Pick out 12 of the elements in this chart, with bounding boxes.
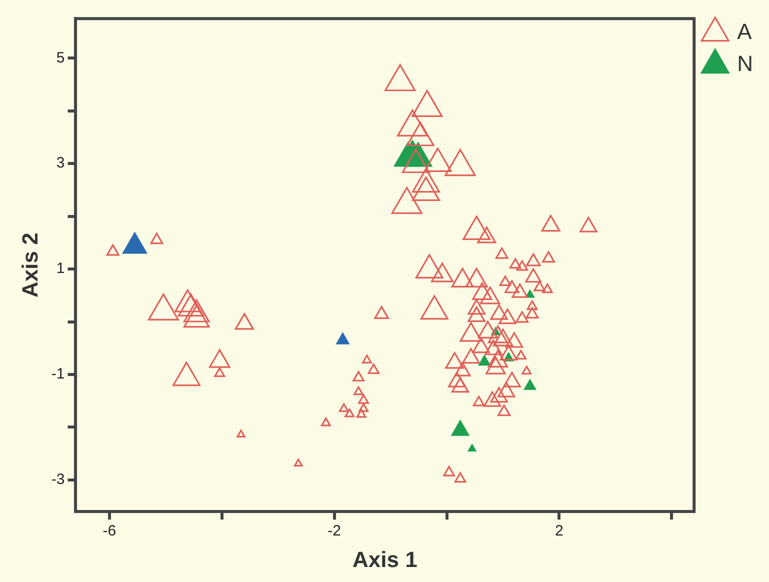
y-tick-label: 1 — [56, 260, 65, 278]
x-tick-label: -2 — [328, 522, 341, 540]
legend-label: A — [737, 19, 752, 44]
y-axis-title: Axis 2 — [17, 232, 42, 298]
y-tick-label: -3 — [51, 471, 65, 488]
y-tick-label: -1 — [51, 366, 65, 383]
x-axis-title: Axis 1 — [352, 546, 418, 572]
x-tick-label: 2 — [555, 522, 564, 540]
y-tick-label: 3 — [56, 154, 65, 172]
x-tick-label: -6 — [102, 522, 116, 540]
y-tick-label: 5 — [56, 49, 65, 66]
legend-label: N — [737, 51, 754, 76]
